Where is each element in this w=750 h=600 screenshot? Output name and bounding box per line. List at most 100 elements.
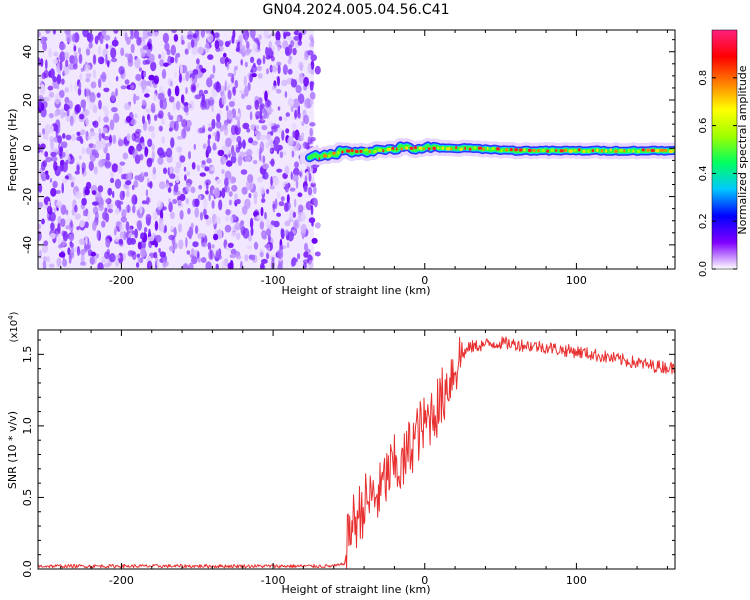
noise-speckle [45, 174, 50, 180]
noise-speckle [111, 39, 119, 47]
noise-speckle [272, 204, 276, 213]
noise-speckle [300, 132, 304, 143]
signal-core-segment [409, 146, 414, 150]
noise-speckle [65, 32, 72, 43]
noise-speckle [287, 68, 293, 75]
noise-speckle [143, 171, 149, 177]
noise-speckle [69, 175, 73, 182]
noise-speckle [314, 251, 321, 257]
noise-speckle [98, 159, 105, 168]
noise-speckle [65, 59, 69, 68]
noise-speckle [258, 34, 262, 41]
noise-speckle [134, 113, 138, 119]
noise-speckle [49, 68, 55, 79]
noise-speckle [85, 181, 92, 190]
noise-speckle [77, 87, 82, 96]
noise-speckle [183, 127, 186, 136]
noise-speckle [52, 30, 57, 35]
noise-speckle [256, 215, 261, 220]
noise-speckle [285, 31, 291, 37]
noise-speckle [174, 85, 180, 97]
noise-speckle [158, 217, 164, 223]
noise-speckle [191, 256, 198, 265]
noise-speckle [297, 192, 303, 198]
noise-speckle [248, 234, 252, 242]
signal-core-segment [605, 149, 608, 153]
noise-speckle [294, 161, 299, 169]
noise-speckle [142, 60, 148, 65]
colorbar-scale [711, 29, 738, 270]
noise-speckle [173, 34, 179, 42]
noise-speckle [41, 218, 45, 225]
noise-speckle [251, 64, 257, 73]
noise-speckle [217, 149, 225, 157]
noise-speckle [174, 72, 178, 78]
noise-speckle [79, 135, 83, 143]
noise-speckle [290, 40, 295, 48]
noise-speckle [50, 138, 54, 150]
noise-speckle [255, 111, 261, 119]
noise-speckle [52, 146, 60, 153]
noise-speckle [98, 142, 103, 150]
noise-speckle [149, 53, 155, 63]
noise-speckle [204, 166, 210, 172]
noise-speckle [244, 34, 248, 43]
noise-speckle [98, 78, 102, 88]
noise-speckle [171, 30, 177, 34]
noise-speckle [277, 46, 281, 52]
noise-speckle [86, 135, 92, 140]
signal-core-segment [514, 148, 518, 152]
snr-ticks: -200 -100 0 100 0.0 0.5 1.0 1.5 [21, 330, 675, 587]
noise-speckle [297, 253, 301, 260]
noise-speckle [222, 123, 228, 130]
noise-speckle [258, 151, 262, 162]
noise-speckle [227, 262, 233, 269]
noise-speckle [179, 63, 183, 75]
noise-speckle [59, 60, 63, 71]
snr-multiplier: (x104) [7, 311, 20, 342]
colorbar-ticks: 0.0 0.2 0.4 0.6 0.8 [698, 70, 737, 277]
signal-core-segment [436, 146, 440, 150]
noise-speckle [305, 97, 311, 107]
noise-speckle [207, 127, 213, 132]
noise-speckle [60, 141, 68, 149]
noise-speckle [175, 174, 180, 184]
noise-speckle [84, 108, 90, 117]
noise-speckle [226, 109, 233, 120]
noise-speckle [287, 58, 292, 65]
noise-speckle [199, 211, 204, 221]
noise-speckle [194, 225, 199, 235]
noise-speckle [53, 58, 59, 64]
signal-core-segment [541, 148, 545, 152]
noise-speckle [167, 78, 171, 86]
noise-speckle [129, 35, 134, 40]
noise-speckle [206, 182, 209, 191]
noise-speckle [205, 190, 209, 195]
noise-speckle [228, 101, 235, 108]
noise-speckle [125, 190, 130, 197]
noise-speckle [284, 165, 290, 175]
noise-speckle [308, 260, 314, 269]
noise-speckle [111, 107, 118, 113]
colorbar-tick-label: 0.2 [698, 213, 709, 229]
noise-speckle [160, 222, 165, 233]
noise-speckle [78, 47, 81, 54]
noise-speckle [276, 191, 281, 200]
noise-speckle [291, 150, 295, 158]
noise-speckle [255, 125, 260, 130]
noise-speckle [73, 55, 78, 67]
noise-speckle [225, 209, 231, 216]
noise-speckle [290, 259, 295, 267]
noise-speckle [109, 171, 115, 179]
noise-speckle [256, 65, 262, 72]
noise-speckle [60, 204, 67, 215]
noise-speckle [187, 208, 191, 215]
noise-speckle [135, 73, 142, 82]
signal-core-segment [345, 149, 350, 153]
noise-speckle [105, 53, 108, 65]
noise-speckle [265, 228, 272, 237]
noise-speckle [271, 65, 278, 73]
noise-speckle [299, 171, 302, 177]
noise-speckle [38, 230, 42, 241]
noise-speckle [136, 36, 142, 46]
